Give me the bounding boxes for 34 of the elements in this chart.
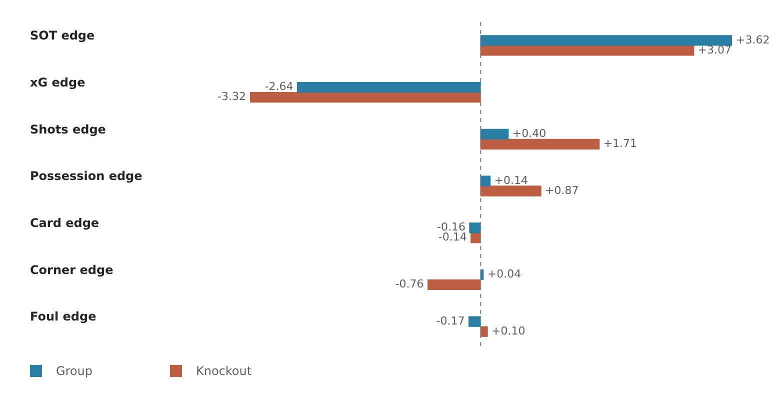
bar — [480, 45, 694, 56]
data-label: -0.76 — [395, 278, 424, 291]
data-label: +0.04 — [487, 268, 522, 281]
y-tick-label: SOT edge — [30, 28, 95, 43]
bar — [480, 186, 542, 196]
data-label: +1.71 — [603, 137, 638, 150]
bar — [469, 222, 481, 234]
bar — [480, 35, 732, 46]
y-tick-label: Corner edge — [30, 262, 114, 277]
legend-label: Group — [56, 364, 93, 378]
data-label: +3.07 — [698, 43, 732, 56]
bar — [480, 176, 491, 186]
data-label: -2.64 — [264, 80, 294, 94]
bar — [470, 232, 481, 244]
data-label: +0.40 — [512, 127, 546, 140]
bar — [480, 128, 509, 140]
data-label: +0.14 — [494, 174, 528, 187]
bar — [468, 316, 481, 327]
data-label: -0.17 — [436, 314, 465, 328]
data-label: +3.62 — [736, 33, 770, 46]
bar — [480, 138, 600, 150]
y-tick-label: Card edge — [30, 216, 100, 230]
bar — [296, 82, 481, 93]
y-tick-label: Shots edge — [30, 122, 106, 136]
bar — [480, 326, 488, 337]
y-tick-label: Foul edge — [30, 310, 96, 324]
data-label: +0.87 — [545, 184, 579, 197]
bar — [250, 92, 481, 103]
y-tick-label: xG edge — [30, 75, 86, 90]
y-tick-label: Possession edge — [30, 169, 142, 184]
data-label: -3.32 — [218, 90, 246, 104]
bar — [427, 279, 481, 290]
data-label: +0.10 — [492, 324, 526, 338]
legend-label: Knockout — [196, 364, 252, 378]
